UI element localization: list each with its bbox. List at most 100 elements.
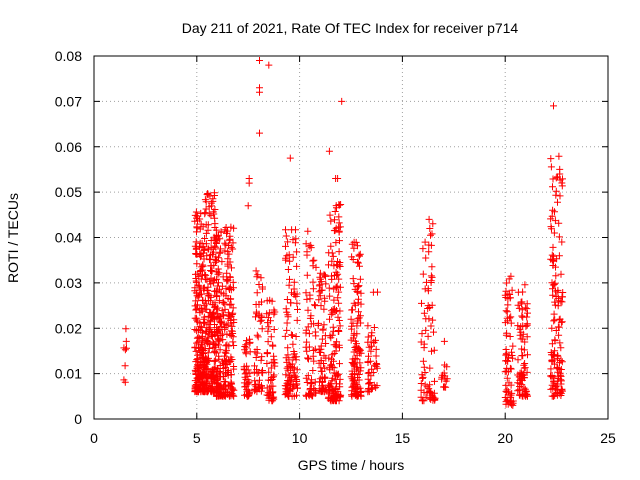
data-point — [242, 348, 250, 356]
data-point — [196, 268, 204, 275]
data-point — [348, 306, 356, 314]
data-point — [329, 323, 337, 331]
data-point — [302, 343, 310, 351]
data-point — [422, 254, 430, 262]
data-point — [555, 233, 563, 241]
data-point — [547, 365, 555, 373]
data-point — [191, 384, 199, 392]
data-point — [507, 319, 515, 327]
data-point — [227, 383, 235, 391]
data-point — [217, 228, 225, 236]
data-point — [322, 280, 330, 288]
data-point — [424, 332, 432, 340]
data-point — [420, 363, 428, 371]
data-point — [316, 375, 324, 383]
x-tick-label: 25 — [600, 430, 616, 446]
data-point — [290, 392, 298, 400]
data-point — [223, 269, 231, 277]
data-point — [255, 384, 263, 392]
x-tick-label: 0 — [90, 430, 98, 446]
data-point — [520, 384, 528, 392]
data-point — [289, 340, 297, 348]
data-point — [230, 365, 238, 373]
data-point — [292, 226, 299, 234]
data-point — [316, 273, 324, 281]
data-point — [307, 244, 315, 252]
data-point — [286, 257, 294, 265]
data-point — [330, 357, 337, 365]
data-point — [242, 375, 250, 383]
data-point — [523, 320, 531, 328]
data-point — [335, 317, 343, 324]
data-point — [335, 248, 343, 256]
data-point — [192, 306, 200, 314]
data-point — [229, 309, 237, 317]
data-point — [549, 291, 557, 299]
data-point — [302, 289, 310, 297]
data-point — [333, 338, 341, 346]
data-point — [427, 231, 434, 239]
data-point — [554, 302, 562, 310]
data-point — [252, 354, 260, 361]
data-point — [521, 360, 529, 367]
x-tick-label: 20 — [497, 430, 513, 446]
data-point — [551, 336, 559, 344]
data-point — [524, 351, 531, 359]
data-point — [202, 366, 210, 374]
data-point — [240, 366, 248, 374]
data-point — [351, 355, 359, 362]
data-point — [329, 306, 337, 313]
data-point — [431, 377, 438, 385]
data-point — [307, 379, 315, 387]
data-point — [558, 298, 566, 306]
data-point — [305, 330, 313, 338]
data-point — [205, 210, 213, 218]
data-point — [270, 395, 278, 403]
y-tick-label: 0 — [74, 411, 82, 427]
data-point — [282, 305, 290, 313]
data-point — [226, 301, 234, 309]
data-point — [193, 339, 201, 347]
data-point — [317, 302, 325, 310]
data-point — [335, 288, 343, 296]
data-point — [258, 368, 266, 376]
data-point — [286, 387, 293, 394]
data-point — [269, 382, 277, 390]
data-point — [334, 313, 342, 321]
data-point — [355, 314, 363, 322]
data-point — [283, 326, 291, 334]
data-point — [246, 339, 254, 347]
data-point — [554, 286, 562, 294]
data-point — [192, 297, 200, 305]
data-point — [268, 297, 276, 305]
data-point — [549, 262, 557, 269]
data-point — [372, 352, 380, 360]
data-point — [202, 229, 210, 237]
data-point — [351, 344, 359, 351]
data-point — [209, 197, 217, 205]
data-point — [289, 369, 297, 377]
data-point — [219, 298, 227, 306]
data-point — [420, 344, 428, 352]
data-point — [304, 306, 312, 314]
data-point — [215, 279, 222, 287]
data-point — [213, 324, 221, 332]
data-point — [201, 196, 209, 204]
data-point — [325, 363, 333, 371]
data-point — [210, 189, 218, 197]
data-point — [218, 258, 226, 266]
data-point — [336, 283, 344, 291]
data-point — [288, 376, 296, 384]
data-point — [355, 345, 363, 353]
data-point — [319, 325, 327, 333]
data-point — [315, 359, 323, 367]
data-point — [555, 152, 563, 160]
data-point — [556, 315, 564, 323]
y-tick-label: 0.06 — [55, 139, 82, 155]
data-point — [241, 343, 249, 350]
data-point — [338, 97, 346, 105]
data-point — [202, 383, 210, 391]
data-point — [209, 301, 217, 309]
data-point — [226, 295, 234, 303]
data-point — [221, 300, 229, 308]
